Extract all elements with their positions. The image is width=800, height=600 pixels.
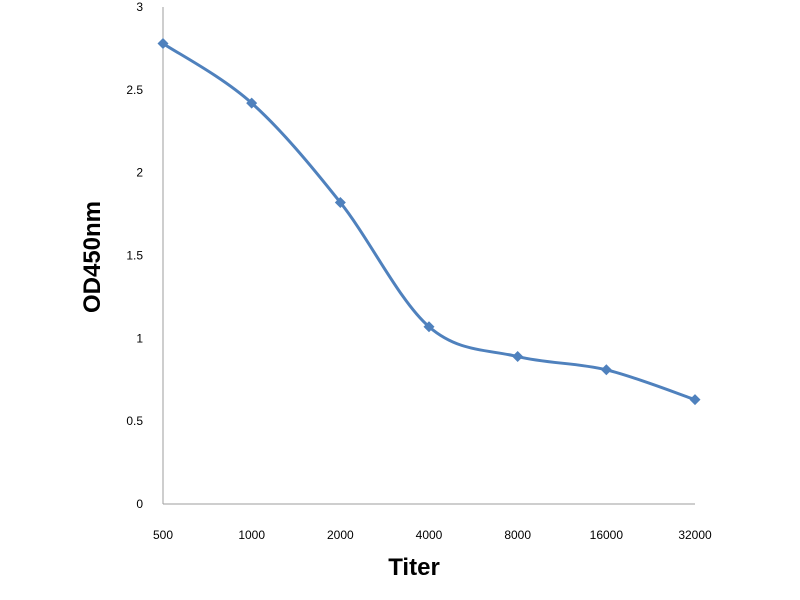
- x-tick-labels: 500 1000 2000 4000 8000 16000 32000: [153, 528, 712, 542]
- x-tick-label: 16000: [590, 528, 624, 542]
- y-tick-label: 2: [136, 166, 143, 180]
- y-tick-label: 3: [136, 0, 143, 14]
- y-tick-label: 0: [136, 497, 143, 511]
- x-tick-label: 500: [153, 528, 173, 542]
- x-tick-label: 32000: [678, 528, 712, 542]
- x-tick-label: 8000: [504, 528, 531, 542]
- data-point-marker: [246, 97, 258, 109]
- x-tick-label: 4000: [416, 528, 443, 542]
- data-point-marker: [423, 321, 435, 333]
- data-point-marker: [334, 196, 346, 208]
- y-tick-label: 1: [136, 331, 143, 345]
- data-point-marker: [689, 394, 701, 406]
- series-line: [161, 41, 697, 402]
- y-tick-label: 0.5: [126, 414, 143, 428]
- x-tick-label: 2000: [327, 528, 354, 542]
- series-markers: [157, 37, 701, 406]
- y-tick-label: 2.5: [126, 83, 143, 97]
- x-tick-label: 1000: [238, 528, 265, 542]
- data-point-marker: [512, 351, 524, 363]
- x-axis-title: Titer: [388, 554, 440, 581]
- data-point-marker: [157, 37, 169, 49]
- y-tick-label: 1.5: [126, 249, 143, 263]
- y-tick-labels: 0 0.5 1 1.5 2 2.5 3: [126, 0, 143, 511]
- data-point-marker: [600, 364, 612, 376]
- y-axis-title: OD450nm: [79, 201, 106, 313]
